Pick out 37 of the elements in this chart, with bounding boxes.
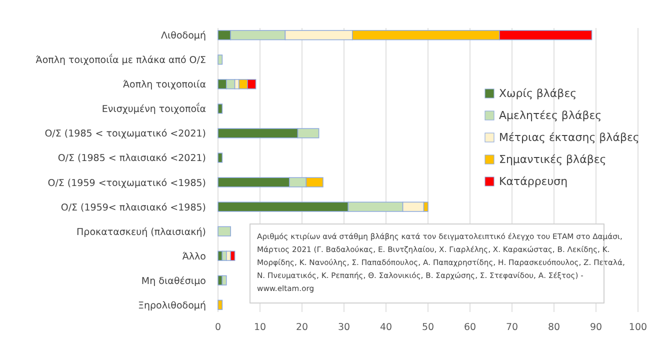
bar [218,250,223,261]
x-tick-label: 60 [464,322,476,333]
x-tick-label: 50 [422,322,434,333]
y-tick-label: Λιθοδομή [160,30,206,42]
bar [218,300,223,310]
legend-label: Χωρίς βλάβες [499,87,577,100]
bar [218,275,223,286]
bar [218,152,223,163]
bar [222,275,227,286]
y-tick-label: Ενισχυμένη τοιχοποΐα [102,102,206,116]
y-tick-label: Ο/Σ (1959< πλαισιακό <1985) [60,202,206,214]
y-tick-label: Άοπλη τοιχοποιία [122,80,206,91]
y-tick-label: Ο/Σ (1959 <τοιχωματικό <1985) [48,178,206,189]
bar [218,226,231,236]
y-tick-label: Ξηρολιθοδομή [138,300,206,312]
bar [230,250,236,261]
y-tick-label: Άλλο [182,251,206,262]
x-tick-label: 70 [506,322,518,333]
y-tick-label: Ο/Σ (1985 < πλαισιακό <2021) [58,153,206,164]
x-tick-label: 20 [296,322,308,333]
x-tick-label: 90 [590,322,602,333]
x-tick-label: 10 [254,322,266,333]
y-tick-label: Μη διαθέσιμο [141,276,206,287]
y-tick-label: Προκατασκευή (πλαισιακή) [76,226,206,238]
x-tick-label: 100 [628,322,648,333]
legend-label: Μέτριας έκτασης βλάβες [499,131,640,144]
x-tick-label: 30 [338,322,350,333]
y-tick-label: Ο/Σ (1985 < τοιχωματικό <2021) [44,128,206,140]
legend-label: Κατάρρευση [499,175,568,188]
x-tick-label: 40 [380,322,392,333]
bar [218,104,223,114]
y-tick-label: Άοπλη τοιχοποιΐα με πλάκα από Ο/Σ [36,53,206,66]
legend-label: Αμελητέες βλάβες [499,109,602,122]
bar [218,54,223,65]
x-tick-label: 80 [548,322,560,333]
x-tick-label: 0 [214,322,222,333]
legend-label: Σημαντικές βλάβες [499,153,606,166]
